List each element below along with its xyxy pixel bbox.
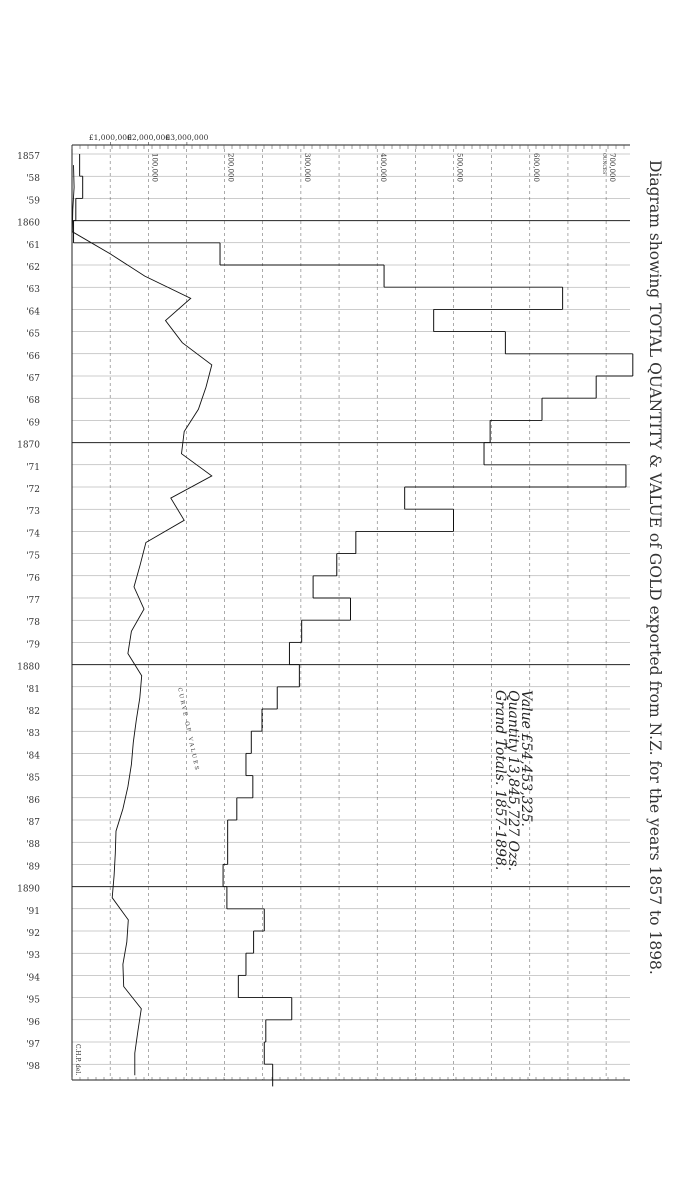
grand-totals-annotation: Grand Totals. 1857-1898. Quantity 13,845… [492,690,534,871]
chart-title: Diagram showing TOTAL QUANTITY & VALUE o… [646,160,664,975]
year-label: '85 [26,774,40,784]
year-label: '92 [26,929,40,939]
year-label: '72 [26,485,40,495]
year-label: 1870 [17,441,40,451]
quantity-tick-label: 400,000 [379,153,387,182]
year-label: 1890 [17,885,40,895]
value-tick-label: £2,000,000 [127,133,170,142]
quantity-tick-label: 300,000 [303,153,311,182]
year-label: '69 [26,418,40,428]
year-label: 1857 [17,152,40,162]
year-label: '66 [26,352,40,362]
value-curve [71,165,213,1076]
year-label: 1860 [17,219,40,229]
year-label: '59 [26,196,40,206]
year-label: '97 [26,1040,40,1050]
year-label: '98 [26,1062,40,1072]
year-label: '83 [26,729,40,739]
annotation-quantity: Quantity 13,845,727 Ozs. [505,690,521,871]
year-label: '64 [26,307,40,317]
year-label: '65 [26,330,40,340]
value-tick-label: £3,000,000 [165,133,208,142]
quantity-tick-label: 600,000 [532,153,540,182]
year-label: '68 [26,396,40,406]
year-label: '58 [26,174,40,184]
year-label: '81 [26,685,40,695]
quantity-tick-label: 500,000 [456,153,464,182]
year-label: '78 [26,618,40,628]
year-label: '91 [26,907,40,917]
year-label: '62 [26,263,40,273]
year-label: '63 [26,285,40,295]
year-label: '87 [26,818,40,828]
year-label: '96 [26,1018,40,1028]
year-label: '94 [26,973,40,983]
quantity-tick-label: 700,000 [608,153,616,182]
value-tick-label: £1,000,000 [89,133,132,142]
annotation-grand-totals: Grand Totals. 1857-1898. [492,690,508,870]
credit-label: C.H.P. del. [74,1044,81,1075]
grid-lines [72,149,630,1080]
year-label: '93 [26,951,40,961]
quantity-tick-label: 100,000 [150,153,158,182]
tick-labels: 1857 '58 '59 1860 '61 '62 '63 '64 '65 '66 '67 '68 '6… [17,133,616,1072]
quantity-tick-label: 200,000 [227,153,235,182]
quantity-unit-label: OUNCES [601,153,607,174]
curve-of-values-label: CURVE OF VALUES [176,687,200,772]
year-label: '82 [26,707,40,717]
year-label: '89 [26,862,40,872]
year-label: '86 [26,796,40,806]
axes [71,144,630,1081]
annotation-value: Value £54,453,325. [518,690,534,827]
year-label: '74 [26,529,40,539]
value-curve-line [71,165,213,1076]
year-label: '84 [26,751,40,761]
year-label: '77 [26,596,40,606]
year-label: '76 [26,574,40,584]
year-label: '79 [26,640,40,650]
year-label: '75 [26,552,40,562]
year-label: '73 [26,507,40,517]
year-label: 1880 [17,663,40,673]
year-label: '88 [26,840,40,850]
year-label: '71 [26,463,40,473]
year-label: '95 [26,996,40,1006]
year-label: '67 [26,374,40,384]
year-label: '61 [26,241,40,251]
quantity-bars [73,154,634,1087]
